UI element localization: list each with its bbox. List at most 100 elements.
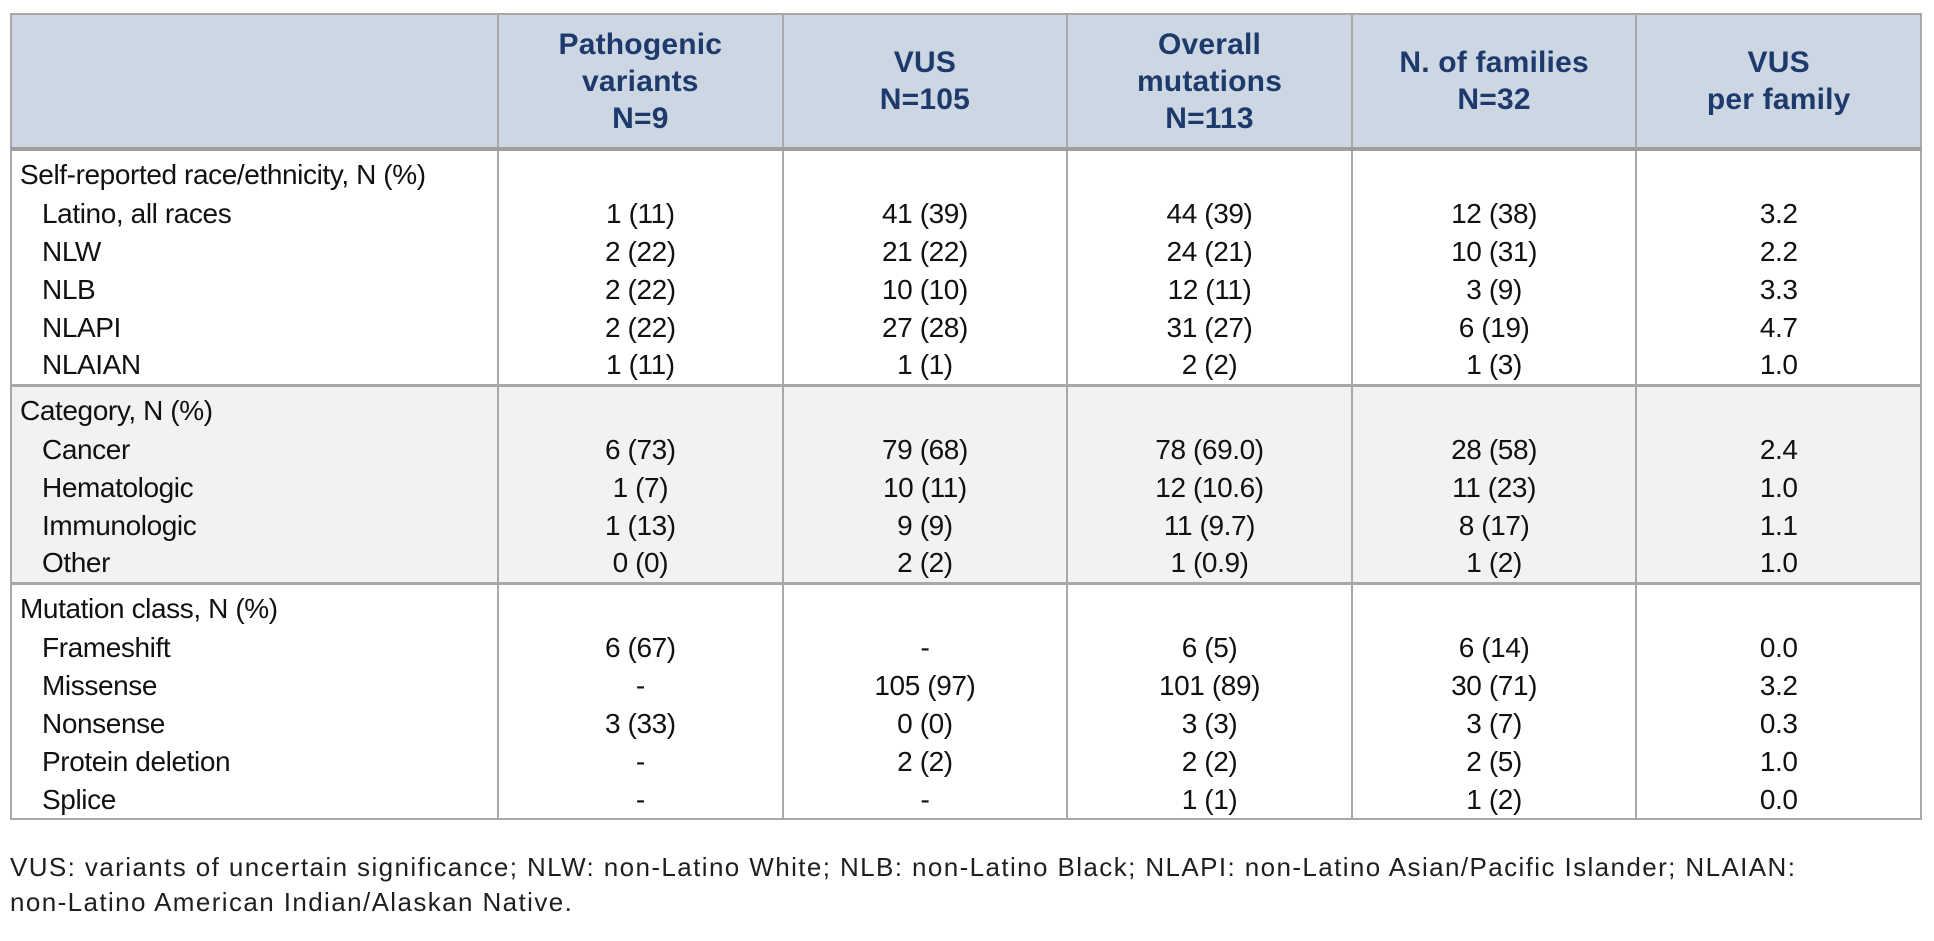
- cell-value: 0 (0): [497, 545, 783, 583]
- cell-value: 12 (11): [1066, 271, 1352, 309]
- cell-value: 0.0: [1635, 781, 1921, 819]
- row-label: Frameshift: [9, 629, 499, 667]
- empty-cell: [781, 385, 1068, 431]
- cell-value: 2.2: [1635, 233, 1921, 271]
- cell-value: 2 (2): [781, 743, 1068, 781]
- section-title: Category, N (%): [9, 385, 499, 431]
- row-label: Hematologic: [9, 469, 499, 507]
- cell-value: -: [781, 781, 1068, 819]
- header-line: variants: [582, 64, 699, 98]
- cell-value: 10 (31): [1350, 233, 1637, 271]
- cell-value: 0.0: [1635, 629, 1921, 667]
- cell-value: 0 (0): [781, 705, 1068, 743]
- table-container: Pathogenic variants N=9 VUS N=105 Overal…: [9, 13, 1922, 820]
- cell-value: 1 (1): [1066, 781, 1352, 819]
- empty-cell: [781, 583, 1068, 629]
- cell-value: 1 (2): [1350, 545, 1637, 583]
- row-label: Immunologic: [9, 507, 499, 545]
- section-title-row: Self-reported race/ethnicity, N (%): [9, 149, 1921, 195]
- cell-value: -: [497, 781, 783, 819]
- row-label: Missense: [9, 667, 499, 705]
- cell-value: 1.1: [1635, 507, 1921, 545]
- cell-value: 44 (39): [1066, 195, 1352, 233]
- cell-value: 11 (9.7): [1066, 507, 1352, 545]
- cell-value: 1.0: [1635, 347, 1921, 385]
- header-line: N=105: [879, 83, 971, 116]
- row-label: Other: [9, 545, 499, 583]
- header-line: Pathogenic: [558, 27, 723, 61]
- cell-value: 2 (2): [781, 545, 1068, 583]
- empty-cell: [497, 385, 783, 431]
- row-label: Protein deletion: [9, 743, 499, 781]
- cell-value: 1 (11): [497, 347, 783, 385]
- cell-value: 105 (97): [781, 667, 1068, 705]
- cell-value: 1.0: [1635, 545, 1921, 583]
- cell-value: 1 (7): [497, 469, 783, 507]
- cell-value: 31 (27): [1066, 309, 1352, 347]
- empty-cell: [781, 149, 1068, 195]
- cell-value: 2 (2): [1066, 347, 1352, 385]
- table-row: Splice - - 1 (1) 1 (2) 0.0: [9, 781, 1921, 819]
- cell-value: 3 (9): [1350, 271, 1637, 309]
- cell-value: 6 (14): [1350, 629, 1637, 667]
- cell-value: 9 (9): [781, 507, 1068, 545]
- row-label: Nonsense: [9, 705, 499, 743]
- row-label: NLAPI: [9, 309, 499, 347]
- section-title-row: Mutation class, N (%): [9, 583, 1921, 629]
- cell-value: 78 (69.0): [1066, 431, 1352, 469]
- header-cell-overall-mutations: Overall mutations N=113: [1066, 14, 1352, 151]
- table-footnote: VUS: variants of uncertain significance;…: [10, 850, 1934, 920]
- cell-value: 3 (3): [1066, 705, 1352, 743]
- corner-cell: [9, 14, 499, 151]
- empty-cell: [1635, 385, 1921, 431]
- cell-value: 2 (22): [497, 309, 783, 347]
- cell-value: 21 (22): [781, 233, 1068, 271]
- header-line: mutations: [1136, 64, 1283, 98]
- cell-value: 1 (0.9): [1066, 545, 1352, 583]
- section-mutation-class: Mutation class, N (%) Frameshift 6 (67) …: [9, 583, 1921, 819]
- cell-value: 10 (11): [781, 469, 1068, 507]
- table-row: NLAPI 2 (22) 27 (28) 31 (27) 6 (19) 4.7: [9, 309, 1921, 347]
- table-row: Protein deletion - 2 (2) 2 (2) 2 (5) 1.0: [9, 743, 1921, 781]
- cell-value: 1 (11): [497, 195, 783, 233]
- header-cell-pathogenic-variants: Pathogenic variants N=9: [497, 14, 783, 151]
- cell-value: -: [497, 743, 783, 781]
- cell-value: -: [781, 629, 1068, 667]
- table-row: Frameshift 6 (67) - 6 (5) 6 (14) 0.0: [9, 629, 1921, 667]
- cell-value: 1 (1): [781, 347, 1068, 385]
- cell-value: 41 (39): [781, 195, 1068, 233]
- footnote-line: non-Latino American Indian/Alaskan Nativ…: [10, 887, 574, 917]
- cell-value: 2 (22): [497, 271, 783, 309]
- header-line: N. of families: [1399, 46, 1589, 79]
- cell-value: 27 (28): [781, 309, 1068, 347]
- row-label: NLB: [9, 271, 499, 309]
- cell-value: 12 (10.6): [1066, 469, 1352, 507]
- cell-value: 3.2: [1635, 667, 1921, 705]
- row-label: NLAIAN: [9, 347, 499, 385]
- cell-value: 79 (68): [781, 431, 1068, 469]
- empty-cell: [1066, 149, 1352, 195]
- cell-value: 8 (17): [1350, 507, 1637, 545]
- cell-value: 1 (2): [1350, 781, 1637, 819]
- section-category: Category, N (%) Cancer 6 (73) 79 (68) 78…: [9, 385, 1921, 583]
- cell-value: 6 (73): [497, 431, 783, 469]
- cell-value: 2 (22): [497, 233, 783, 271]
- header-cell-n-of-families: N. of families N=32: [1350, 14, 1637, 151]
- row-label: Splice: [9, 781, 499, 819]
- cell-value: 10 (10): [781, 271, 1068, 309]
- cell-value: 6 (19): [1350, 309, 1637, 347]
- cell-value: 101 (89): [1066, 667, 1352, 705]
- table-row: Immunologic 1 (13) 9 (9) 11 (9.7) 8 (17)…: [9, 507, 1921, 545]
- cell-value: 3.2: [1635, 195, 1921, 233]
- section-race-ethnicity: Self-reported race/ethnicity, N (%) Lati…: [9, 149, 1921, 385]
- cell-value: -: [497, 667, 783, 705]
- cell-value: 1.0: [1635, 743, 1921, 781]
- empty-cell: [1066, 385, 1352, 431]
- header-line: N=113: [1165, 101, 1254, 135]
- row-label: Latino, all races: [9, 195, 499, 233]
- table-row: Latino, all races 1 (11) 41 (39) 44 (39)…: [9, 195, 1921, 233]
- section-title: Self-reported race/ethnicity, N (%): [9, 149, 499, 195]
- header-line: N=9: [612, 101, 669, 135]
- table-row: NLB 2 (22) 10 (10) 12 (11) 3 (9) 3.3: [9, 271, 1921, 309]
- table-row: Cancer 6 (73) 79 (68) 78 (69.0) 28 (58) …: [9, 431, 1921, 469]
